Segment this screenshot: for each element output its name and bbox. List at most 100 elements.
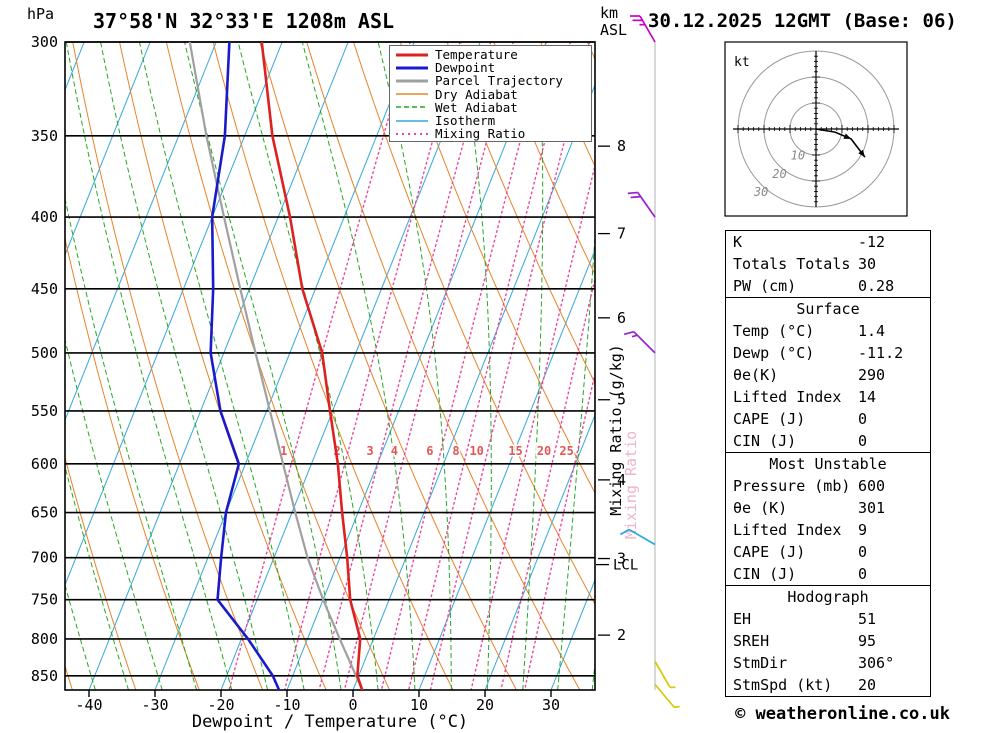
stats-group: Surface Temp (°C) 1.4 Dewp (°C) -11.2 θe(K) 29… [725,297,931,453]
wind-barb [654,683,680,709]
temperature-tick-label: 20 [476,696,494,714]
stats-value: 95 [858,632,877,650]
station-title: 37°58'N 32°33'E 1208m ASL [93,9,395,33]
legend-item: Dewpoint [390,60,591,75]
stats-label: CAPE (J) [733,410,806,428]
altitude-axis-unit: km ASL [600,5,627,39]
lcl-marker: LCL [596,558,638,574]
wind-barb [627,191,656,218]
stats-label: PW (cm) [733,277,797,295]
wind-barb-column [619,15,680,709]
stats-row: Lifted Index 14 [726,386,930,408]
wind-barb [619,528,656,546]
legend-swatch-isotherm [396,119,428,122]
stats-label: θe(K) [733,366,779,384]
stats-row: θe (K) 301 [726,497,930,519]
stats-label: CAPE (J) [733,543,806,561]
stats-label: Pressure (mb) [733,477,851,495]
stats-row: Totals Totals 30 [726,253,930,275]
stats-row: CIN (J) 0 [726,563,930,585]
legend: Temperature Dewpoint Parcel Trajectory Dry … [389,45,592,143]
stats-value: 0.28 [858,277,895,295]
legend-label: Parcel Trajectory [435,73,563,89]
stats-label: Lifted Index [733,388,842,406]
dewpoint-line [209,42,281,690]
pressure-tick-label: 300 [31,33,58,51]
mixing-ratio-label: 25 [559,444,573,458]
pressure-tick-label: 550 [31,402,58,420]
stats-label: K [733,233,743,251]
stats-label: StmSpd (kt) [733,676,833,694]
stats-row: θe(K) 290 [726,364,930,386]
legend-swatch-wet-adiabat [396,106,428,109]
legend-label: Isotherm [435,113,496,129]
mixing-ratio-ghost-label: Mixing Ratio [622,431,640,539]
km-tick-label: 3 [617,550,626,568]
stats-row: EH 51 [726,608,930,630]
stats-value: 0 [858,410,868,428]
hodograph-unit-label: kt [734,55,750,70]
temperature-tick-label: -30 [141,696,168,714]
wet-adiabat-lines [65,42,595,690]
pressure-tick-label: 400 [31,208,58,226]
mixing-ratio-axis-label: Mixing Ratio (g/kg) [607,344,625,516]
altitude-unit-km: km [600,4,619,22]
pressure-tick-label: 700 [31,549,58,567]
mixing-ratio-label: 4 [391,444,398,458]
stats-row: Pressure (mb) 600 [726,475,930,497]
pressure-tick-label: 800 [31,630,58,648]
legend-item: Mixing Ratio [390,126,591,141]
stats-row: Dewp (°C) -11.2 [726,342,930,364]
stats-group-header: Surface [796,300,860,318]
pressure-tick-label: 750 [31,591,58,609]
mixing-ratio-label: 10 [469,444,483,458]
mixing-ratio-label: 1 [280,444,287,458]
km-tick-label: 8 [617,137,626,155]
km-tick-label: 4 [617,471,626,489]
legend-swatch-parcel-trajectory [396,79,428,83]
stats-row: Temp (°C) 1.4 [726,320,930,342]
stats-row: PW (cm) 0.28 [726,275,930,297]
legend-item: Temperature [390,47,591,62]
stats-row: SREH 95 [726,630,930,652]
legend-label: Dry Adiabat [435,86,518,102]
wind-barb [630,15,656,43]
temperature-tick-label: 0 [348,696,357,714]
hodograph-ring-label: 30 [753,185,768,199]
stats-value: 0 [858,543,868,561]
mixing-ratio-lines [228,42,595,690]
stats-row: K -12 [726,231,930,253]
copyright-link[interactable]: © weatheronline.co.uk [735,704,950,724]
stats-row: CAPE (J) 0 [726,408,930,430]
stats-value: 290 [858,366,886,384]
stats-group-header: Hodograph [787,588,869,606]
mixing-ratio-labels: 1 2 3 4 6 8 10 15 20 25 [279,443,576,460]
km-tick-label: 6 [617,309,626,327]
stats-group: Most Unstable Pressure (mb) 600 θe (K) 301 Li… [725,452,931,586]
stats-row: CIN (J) 0 [726,430,930,452]
legend-swatch-dry-adiabat [396,93,428,95]
stats-value: 20 [858,676,877,694]
stats-label: Lifted Index [733,521,842,539]
km-scale: 8 7 6 5 4 3 2 [598,137,626,644]
stats-label: Totals Totals [733,255,851,273]
stats-row: Lifted Index 9 [726,519,930,541]
stats-group: K -12 Totals Totals 30 PW (cm) 0.28 [725,230,931,298]
hodograph-trace [815,128,866,158]
stats-value: 306° [858,654,895,672]
pressure-tick-label: 650 [31,504,58,522]
mixing-ratio-label: 3 [367,444,374,458]
stats-value: 30 [858,255,877,273]
stats-label: θe (K) [733,499,788,517]
stats-label: Temp (°C) [733,322,815,340]
stats-label: SREH [733,632,770,650]
stats-label: EH [733,610,752,628]
parcel-trajectory-line [188,42,364,690]
temperature-tick-label: 10 [410,696,428,714]
legend-swatch-temperature [396,53,428,57]
pressure-tick-labels: 300 350 400 450 500 550 600 650 700 750 800 850 [31,33,58,685]
wind-barb [654,660,676,689]
stats-group-header: Most Unstable [769,455,887,473]
